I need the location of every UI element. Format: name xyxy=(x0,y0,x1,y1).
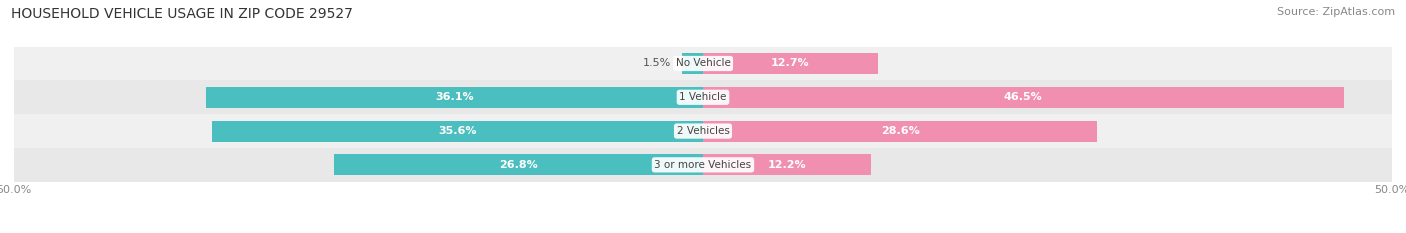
Text: 35.6%: 35.6% xyxy=(439,126,477,136)
Bar xyxy=(703,121,1097,141)
Bar xyxy=(14,148,1392,182)
Text: 12.7%: 12.7% xyxy=(770,58,810,69)
Bar xyxy=(682,53,703,74)
Bar xyxy=(14,114,1392,148)
Text: 1 Vehicle: 1 Vehicle xyxy=(679,92,727,102)
Text: 46.5%: 46.5% xyxy=(1004,92,1043,102)
Text: 2 Vehicles: 2 Vehicles xyxy=(676,126,730,136)
Text: 3 or more Vehicles: 3 or more Vehicles xyxy=(654,160,752,170)
Bar xyxy=(703,154,872,175)
Bar xyxy=(703,53,877,74)
Text: HOUSEHOLD VEHICLE USAGE IN ZIP CODE 29527: HOUSEHOLD VEHICLE USAGE IN ZIP CODE 2952… xyxy=(11,7,353,21)
Text: 1.5%: 1.5% xyxy=(643,58,671,69)
Text: 26.8%: 26.8% xyxy=(499,160,537,170)
Bar xyxy=(205,87,703,108)
Bar xyxy=(14,80,1392,114)
Bar xyxy=(703,87,1344,108)
Text: 36.1%: 36.1% xyxy=(434,92,474,102)
Text: No Vehicle: No Vehicle xyxy=(675,58,731,69)
Bar xyxy=(212,121,703,141)
Bar xyxy=(14,47,1392,80)
Text: 28.6%: 28.6% xyxy=(880,126,920,136)
Text: Source: ZipAtlas.com: Source: ZipAtlas.com xyxy=(1277,7,1395,17)
Text: 12.2%: 12.2% xyxy=(768,160,807,170)
Bar xyxy=(333,154,703,175)
